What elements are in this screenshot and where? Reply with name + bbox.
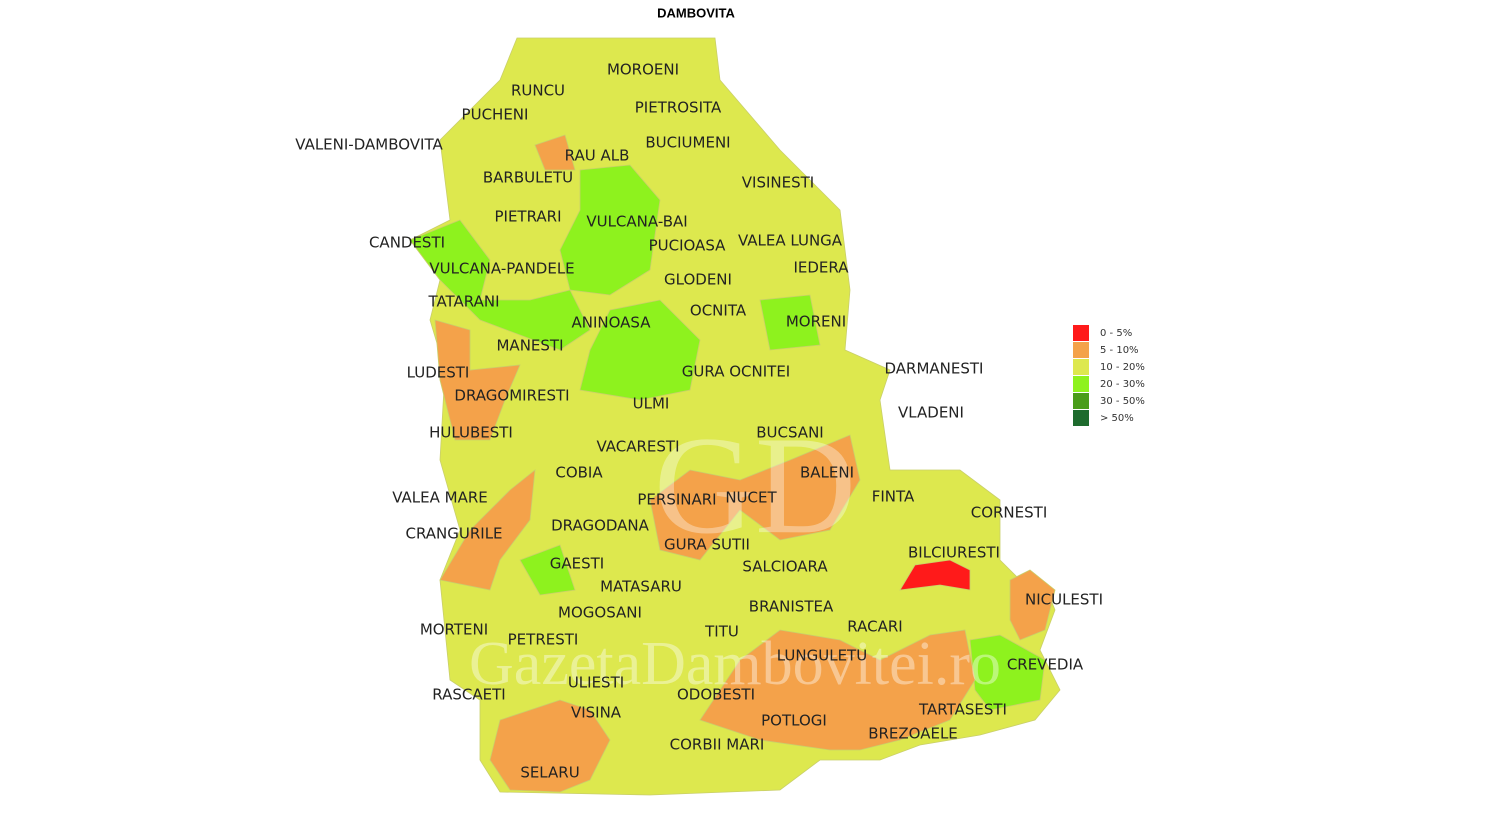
locality-label: SELARU — [520, 764, 579, 782]
locality-label: NUCET — [725, 489, 777, 507]
locality-label: BUCIUMENI — [645, 134, 730, 152]
watermark: GD — [654, 408, 856, 563]
region — [579, 299, 701, 401]
locality-label: PUCHENI — [462, 106, 529, 124]
labels: MOROENI RUNCU PIETROSITA PUCHENI VALENI-DAMB… — [295, 61, 1103, 782]
region — [899, 559, 971, 591]
region — [409, 219, 591, 351]
locality-label: MORTENI — [420, 621, 488, 639]
watermark: GazetaDambovitei.ro — [469, 630, 1001, 698]
locality-label: VISINESTI — [742, 174, 814, 192]
locality-label: PIETRARI — [494, 208, 561, 226]
locality-label: VALEA LUNGA — [738, 232, 843, 250]
locality-label: BALENI — [800, 464, 854, 482]
legend-swatch — [1073, 325, 1089, 341]
locality-label: DRAGODANA — [551, 517, 650, 535]
locality-label: ANINOASA — [572, 314, 652, 332]
locality-label: RASCAETI — [432, 686, 505, 704]
locality-label: ODOBESTI — [677, 686, 755, 704]
locality-label: MANESTI — [496, 337, 563, 355]
locality-label: TARTASESTI — [918, 701, 1007, 719]
locality-label: CANDESTI — [369, 234, 445, 252]
legend-swatch — [1073, 410, 1089, 426]
legend-swatch — [1073, 359, 1089, 375]
legend-label: 30 - 50% — [1100, 396, 1145, 407]
locality-label: BUCSANI — [756, 424, 823, 442]
legend-label: 5 - 10% — [1100, 345, 1139, 356]
locality-label: MATASARU — [600, 578, 682, 596]
locality-label: COBIA — [555, 464, 603, 482]
locality-label: BRANISTEA — [749, 598, 834, 616]
map-title: DAMBOVITA — [657, 5, 735, 20]
legend-label: 0 - 5% — [1100, 328, 1132, 339]
locality-label: TITU — [704, 623, 739, 641]
region — [1009, 569, 1056, 641]
locality-label: OCNITA — [690, 302, 747, 320]
locality-label: VALENI-DAMBOVITA — [295, 136, 443, 154]
locality-label: PETRESTI — [508, 631, 579, 649]
locality-label: LUDESTI — [407, 364, 470, 382]
region — [759, 294, 821, 351]
locality-label: LUNGULETU — [777, 647, 867, 665]
locality-label: PUCIOASA — [649, 237, 727, 255]
locality-label: RUNCU — [511, 82, 565, 100]
locality-label: BREZOAELE — [868, 725, 958, 743]
legend-label: > 50% — [1100, 413, 1134, 424]
locality-label: RACARI — [847, 618, 902, 636]
region — [534, 134, 576, 171]
legend-label: 20 - 30% — [1100, 379, 1145, 390]
locality-label: MOGOSANI — [558, 604, 642, 622]
region — [649, 434, 861, 561]
locality-label: RAU ALB — [565, 147, 630, 165]
legend-swatch — [1073, 393, 1089, 409]
region — [489, 699, 611, 793]
locality-label: ULMI — [633, 395, 670, 413]
region — [434, 319, 521, 441]
locality-label: GLODENI — [664, 271, 732, 289]
locality-label: HULUBESTI — [429, 424, 513, 442]
locality-label: IEDERA — [793, 259, 849, 277]
locality-label: BARBULETU — [483, 169, 573, 187]
locality-label: CREVEDIA — [1007, 656, 1084, 674]
locality-label: SALCIOARA — [742, 558, 828, 576]
locality-label: CORNESTI — [971, 504, 1048, 522]
locality-label: CRANGURILE — [405, 525, 502, 543]
locality-label: VACARESTI — [596, 438, 679, 456]
locality-label: FINTA — [872, 488, 915, 506]
region — [969, 634, 1046, 711]
locality-label: CORBII MARI — [670, 736, 765, 754]
locality-label: PIETROSITA — [635, 99, 722, 117]
region — [699, 629, 976, 751]
locality-label: DARMANESTI — [885, 360, 984, 378]
region — [439, 469, 536, 591]
regions: GD GazetaDambovitei.ro — [409, 37, 1061, 796]
locality-label: NICULESTI — [1025, 591, 1103, 609]
locality-label: VLADENI — [898, 404, 964, 422]
locality-label: VALEA MARE — [392, 489, 488, 507]
legend: 0 - 5% 5 - 10% 10 - 20% 20 - 30% 30 - 50% > 5… — [1073, 325, 1145, 426]
locality-label: VISINA — [571, 704, 622, 722]
locality-label: DRAGOMIRESTI — [454, 387, 569, 405]
locality-label: TATARANI — [427, 293, 499, 311]
locality-label: MOROENI — [607, 61, 679, 79]
region — [559, 164, 661, 296]
locality-label: POTLOGI — [761, 712, 827, 730]
locality-label: BILCIURESTI — [908, 544, 1000, 562]
locality-label: VULCANA-PANDELE — [429, 260, 574, 278]
region — [519, 544, 576, 596]
locality-label: MORENI — [786, 313, 846, 331]
locality-label: GURA OCNITEI — [682, 363, 790, 381]
legend-swatch — [1073, 342, 1089, 358]
locality-label: GURA SUTII — [664, 536, 750, 554]
locality-label: PERSINARI — [637, 491, 716, 509]
legend-label: 10 - 20% — [1100, 362, 1145, 373]
locality-label: VULCANA-BAI — [586, 213, 687, 231]
locality-label: GAESTI — [550, 555, 604, 573]
legend-swatch — [1073, 376, 1089, 392]
locality-label: ULIESTI — [568, 674, 624, 692]
